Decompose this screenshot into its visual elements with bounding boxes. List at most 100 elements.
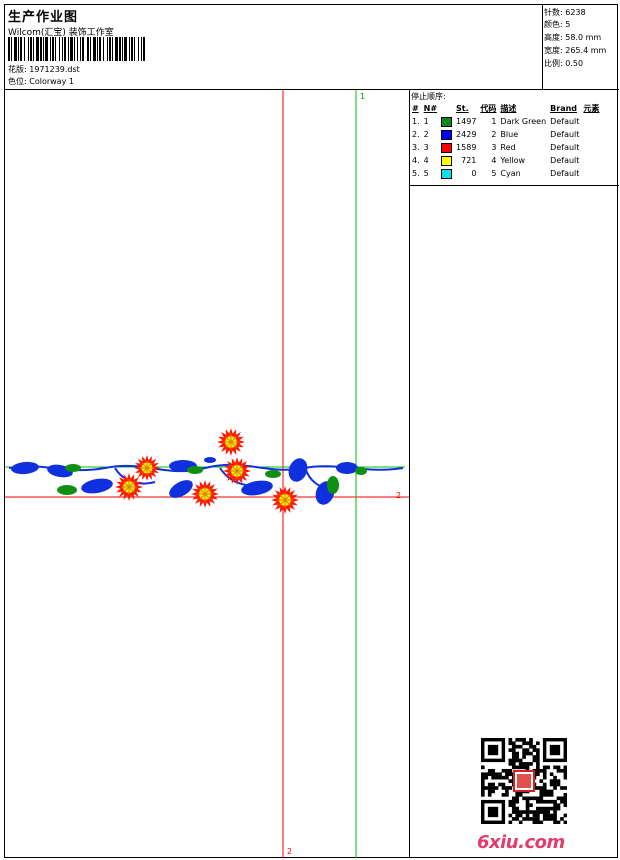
barcode-image	[8, 37, 145, 61]
stop-index: 3.	[412, 143, 420, 152]
red-guide-label-bottom: 2	[287, 847, 293, 856]
color-swatch	[439, 141, 454, 154]
needle-number: 1	[423, 117, 429, 126]
col-header: #	[412, 104, 419, 113]
colorway-row: 色位: Colorway 1	[8, 76, 74, 87]
stitch-count: 2429	[456, 130, 477, 139]
design-file-value: 1971239.dst	[29, 65, 80, 74]
color-code: 1	[491, 117, 497, 126]
thread-brand: Default	[550, 117, 580, 126]
red-guide-label-right: 2	[396, 491, 402, 500]
stitch-count: 721	[461, 156, 477, 165]
needle-number: 2	[423, 130, 429, 139]
stat-value: 5	[565, 20, 571, 29]
stat-width: 宽度: 265.4 mm	[544, 45, 606, 56]
needle-number: 5	[423, 169, 429, 178]
qr-code-image	[481, 738, 567, 824]
stitch-count: 1589	[456, 143, 477, 152]
design-file-label: 花版:	[8, 65, 27, 74]
thread-brand: Default	[550, 156, 580, 165]
colorway-label: 色位:	[8, 77, 27, 86]
stat-label: 比例:	[544, 59, 563, 68]
page-title: 生产作业图	[8, 10, 79, 25]
stat-label: 颜色:	[544, 20, 563, 29]
thread-color-swatch	[441, 142, 453, 153]
thread-brand: Default	[550, 169, 580, 178]
stat-value: 6238	[565, 8, 586, 17]
thread-color-swatch	[441, 129, 453, 140]
thread-color-swatch	[441, 155, 453, 166]
element-cell	[581, 154, 601, 167]
colorway-value: Colorway 1	[29, 77, 74, 86]
stat-value: 0.50	[565, 59, 584, 68]
stitch-count: 1497	[456, 117, 477, 126]
stitch-count: 0	[471, 169, 477, 178]
thread-color-swatch	[441, 116, 453, 127]
stat-stitches: 针数: 6238	[544, 7, 586, 18]
color-swatch	[439, 154, 454, 167]
stat-value: 265.4 mm	[565, 46, 607, 55]
col-header: Brand	[550, 104, 578, 113]
col-header: 描述	[500, 104, 517, 113]
color-swatch	[439, 167, 454, 180]
flower-motif	[134, 455, 160, 481]
header-info: 生产作业图 Wilcom(汇宝) 装饰工作室 花版: 1971239.dst 色…	[5, 5, 543, 89]
needle-number: 3	[423, 143, 429, 152]
stop-index: 5.	[412, 169, 420, 178]
flower-motif	[217, 428, 245, 456]
stat-colors: 颜色: 5	[544, 19, 570, 30]
color-swatch	[439, 128, 454, 141]
panel-divider	[409, 185, 619, 186]
element-cell	[581, 141, 601, 154]
design-file-row: 花版: 1971239.dst	[8, 64, 80, 75]
col-header: 元素	[583, 104, 600, 113]
color-description: Blue	[500, 130, 519, 139]
stop-index: 4.	[412, 156, 420, 165]
col-header	[439, 102, 454, 115]
table-row: 1. 1 1497 1 Dark Green Default	[410, 115, 601, 128]
flower-motif	[191, 480, 219, 508]
stop-index: 1.	[412, 117, 420, 126]
watermark-logo: 6xiu.com	[477, 832, 565, 853]
element-cell	[581, 128, 601, 141]
element-cell	[581, 115, 601, 128]
color-description: Dark Green	[500, 117, 547, 126]
color-code: 5	[491, 169, 497, 178]
green-guide-label: 1	[360, 92, 366, 101]
flower-motif	[271, 486, 299, 514]
table-row: 5. 5 0 5 Cyan Default	[410, 167, 601, 180]
stop-sequence-heading: 停止顺序:	[411, 92, 446, 101]
stop-sequence-table: # N# St. 代码 描述 Brand 元素 1. 1 1497 1 Dark Gre…	[410, 102, 601, 180]
color-code: 2	[491, 130, 497, 139]
stat-value: 58.0 mm	[565, 33, 602, 42]
table-row: 4. 4 721 4 Yellow Default	[410, 154, 601, 167]
col-header: N#	[423, 104, 438, 113]
color-code: 3	[491, 143, 497, 152]
production-sheet: 生产作业图 Wilcom(汇宝) 装饰工作室 花版: 1971239.dst 色…	[4, 4, 619, 858]
stat-scale: 比例: 0.50	[544, 58, 583, 69]
color-code: 4	[491, 156, 497, 165]
table-row: 2. 2 2429 2 Blue Default	[410, 128, 601, 141]
stat-label: 宽度:	[544, 46, 563, 55]
design-canvas: 1 2 2	[5, 90, 410, 858]
stop-index: 2.	[412, 130, 420, 139]
color-description: Cyan	[500, 169, 521, 178]
table-header-row: # N# St. 代码 描述 Brand 元素	[410, 102, 601, 115]
element-cell	[581, 167, 601, 180]
col-header: 代码	[480, 104, 497, 113]
thread-color-swatch	[441, 168, 453, 179]
leaf-group	[11, 457, 367, 505]
company-name: Wilcom(汇宝) 装饰工作室	[8, 28, 114, 38]
header-divider	[5, 89, 619, 90]
embroidery-preview	[5, 90, 409, 858]
stat-label: 针数:	[544, 8, 563, 17]
color-description: Red	[500, 143, 516, 152]
thread-brand: Default	[550, 143, 580, 152]
stop-sequence-panel: 停止顺序: # N# St. 代码 描述 Brand 元素 1. 1 1497 1 Da…	[409, 90, 619, 858]
flower-motif	[223, 457, 251, 485]
stat-label: 高度:	[544, 33, 563, 42]
table-row: 3. 3 1589 3 Red Default	[410, 141, 601, 154]
flower-motif	[115, 473, 143, 501]
thread-brand: Default	[550, 130, 580, 139]
design-stats: 针数: 6238 颜色: 5 高度: 58.0 mm 宽度: 265.4 mm …	[542, 5, 619, 89]
